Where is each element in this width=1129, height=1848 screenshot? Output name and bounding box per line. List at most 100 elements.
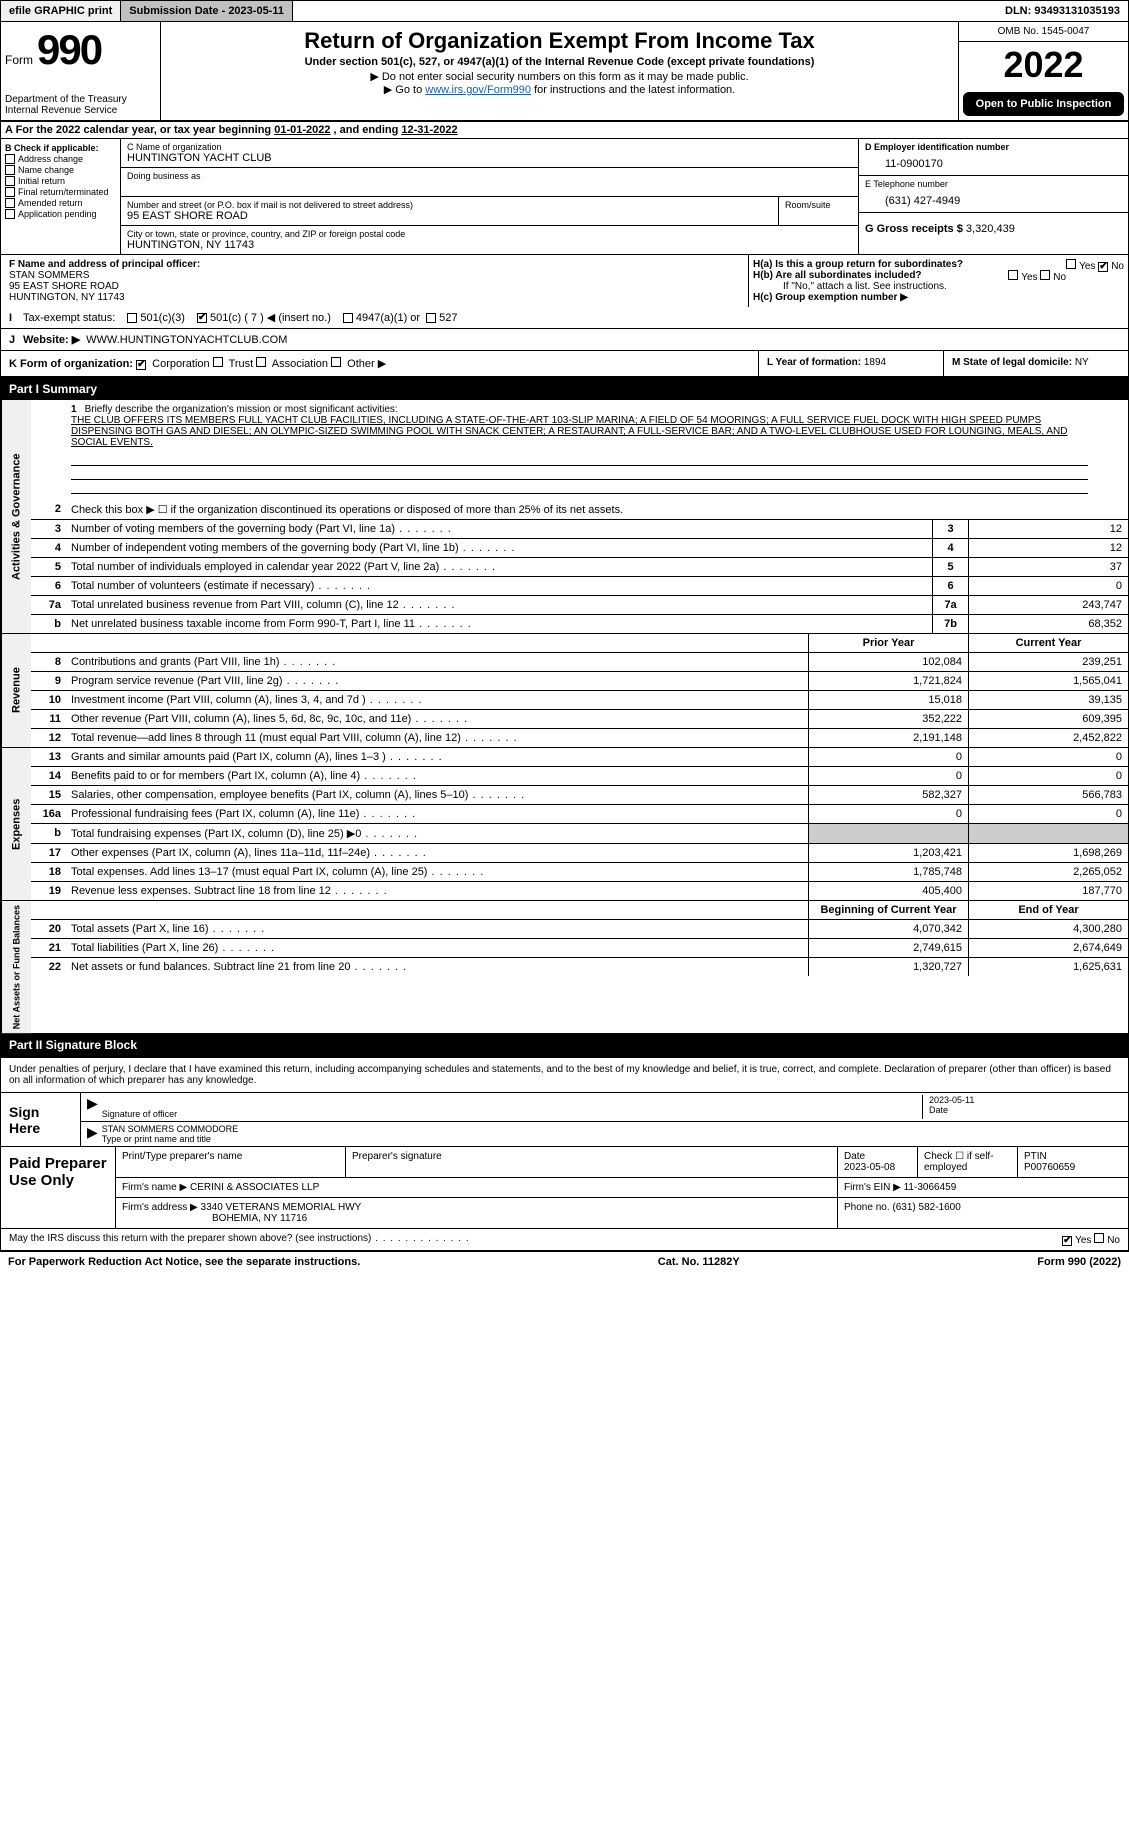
- org-city: HUNTINGTON, NY 11743: [127, 239, 852, 251]
- period-row: A For the 2022 calendar year, or tax yea…: [0, 122, 1129, 139]
- line-11: 11 Other revenue (Part VIII, column (A),…: [31, 710, 1128, 729]
- line-9-prior: 1,721,824: [808, 672, 968, 690]
- firm-ein: 11-3066459: [904, 1182, 957, 1193]
- firm-addr1: 3340 VETERANS MEMORIAL HWY: [201, 1202, 362, 1213]
- line-20-current: 4,300,280: [968, 920, 1128, 938]
- ein-value: 11-0900170: [865, 152, 1122, 172]
- revenue-block: Revenue Prior Year Current Year 8 Contri…: [0, 633, 1129, 747]
- line-22: 22 Net assets or fund balances. Subtract…: [31, 958, 1128, 976]
- year-formation: 1894: [864, 357, 886, 368]
- line-12: 12 Total revenue—add lines 8 through 11 …: [31, 729, 1128, 747]
- line-22-prior: 1,320,727: [808, 958, 968, 976]
- line-9: 9 Program service revenue (Part VIII, li…: [31, 672, 1128, 691]
- efile-label: efile GRAPHIC print: [1, 1, 121, 21]
- line-6: 6 Total number of volunteers (estimate i…: [31, 577, 1128, 596]
- checkbox-501c[interactable]: [197, 313, 207, 323]
- line-9-current: 1,565,041: [968, 672, 1128, 690]
- line-18: 18 Total expenses. Add lines 13–17 (must…: [31, 863, 1128, 882]
- irs-link[interactable]: www.irs.gov/Form990: [425, 84, 531, 96]
- line-13: 13 Grants and similar amounts paid (Part…: [31, 748, 1128, 767]
- line-18-prior: 1,785,748: [808, 863, 968, 881]
- open-inspection-badge: Open to Public Inspection: [963, 92, 1124, 116]
- ptin-value: P00760659: [1024, 1162, 1075, 1173]
- checkbox-address-change[interactable]: [5, 154, 15, 164]
- form-number: 990: [37, 26, 101, 74]
- col-prior-year: Prior Year: [808, 634, 968, 652]
- line-2: 2 Check this box ▶ ☐ if the organization…: [31, 500, 1128, 520]
- preparer-block: Paid Preparer Use Only Print/Type prepar…: [1, 1146, 1128, 1228]
- org-address: 95 EAST SHORE ROAD: [127, 210, 772, 222]
- checkbox-501c3[interactable]: [127, 313, 137, 323]
- irs-label: Internal Revenue Service: [5, 105, 156, 116]
- line-20: 20 Total assets (Part X, line 16) 4,070,…: [31, 920, 1128, 939]
- form-note-link: ▶ Go to www.irs.gov/Form990 for instruct…: [167, 83, 952, 96]
- line-12-current: 2,452,822: [968, 729, 1128, 747]
- line-10: 10 Investment income (Part VIII, column …: [31, 691, 1128, 710]
- line-b-value: 68,352: [968, 615, 1128, 633]
- checkbox-corp[interactable]: [136, 360, 146, 370]
- tax-status-row: I Tax-exempt status: 501(c)(3) 501(c) ( …: [0, 307, 1129, 329]
- line-4: 4 Number of independent voting members o…: [31, 539, 1128, 558]
- line-7a-value: 243,747: [968, 596, 1128, 614]
- submission-date-button[interactable]: Submission Date - 2023-05-11: [121, 1, 293, 21]
- line-17-current: 1,698,269: [968, 844, 1128, 862]
- side-label-revenue: Revenue: [1, 634, 31, 747]
- checkbox-name-change[interactable]: [5, 165, 15, 175]
- checkbox-amended[interactable]: [5, 198, 15, 208]
- checkbox-application-pending[interactable]: [5, 209, 15, 219]
- checkbox-hb-no[interactable]: [1040, 270, 1050, 280]
- line-8: 8 Contributions and grants (Part VIII, l…: [31, 653, 1128, 672]
- line-10-current: 39,135: [968, 691, 1128, 709]
- checkbox-ha-no[interactable]: [1098, 262, 1108, 272]
- prep-date: 2023-05-08: [844, 1162, 895, 1173]
- line-19: 19 Revenue less expenses. Subtract line …: [31, 882, 1128, 900]
- line-19-current: 187,770: [968, 882, 1128, 900]
- col-end-year: End of Year: [968, 901, 1128, 919]
- line-17: 17 Other expenses (Part IX, column (A), …: [31, 844, 1128, 863]
- checkbox-assoc[interactable]: [256, 357, 266, 367]
- period-end: 12-31-2022: [401, 124, 457, 136]
- checkbox-ha-yes[interactable]: [1066, 259, 1076, 269]
- firm-phone: (631) 582-1600: [892, 1202, 960, 1213]
- checkbox-527[interactable]: [426, 313, 436, 323]
- col-begin-year: Beginning of Current Year: [808, 901, 968, 919]
- side-label-net: Net Assets or Fund Balances: [1, 901, 31, 1033]
- form-note-ssn: ▶ Do not enter social security numbers o…: [167, 70, 952, 83]
- line-6-value: 0: [968, 577, 1128, 595]
- line-8-current: 239,251: [968, 653, 1128, 671]
- checkbox-hb-yes[interactable]: [1008, 270, 1018, 280]
- state-domicile: NY: [1075, 357, 1089, 368]
- checkbox-other[interactable]: [331, 357, 341, 367]
- line-5: 5 Total number of individuals employed i…: [31, 558, 1128, 577]
- checkbox-4947[interactable]: [343, 313, 353, 323]
- line-14-current: 0: [968, 767, 1128, 785]
- checkbox-final-return[interactable]: [5, 187, 15, 197]
- checkbox-discuss-yes[interactable]: [1062, 1236, 1072, 1246]
- gross-receipts: 3,320,439: [966, 223, 1015, 235]
- form-word: Form: [5, 53, 33, 67]
- line-19-prior: 405,400: [808, 882, 968, 900]
- identification-block: B Check if applicable: Address change Na…: [0, 139, 1129, 254]
- line-3-value: 12: [968, 520, 1128, 538]
- checkbox-initial-return[interactable]: [5, 176, 15, 186]
- dept-label: Department of the Treasury: [5, 94, 156, 105]
- officer-typed: STAN SOMMERS COMMODORE: [102, 1124, 238, 1134]
- checkbox-trust[interactable]: [213, 357, 223, 367]
- line-11-prior: 352,222: [808, 710, 968, 728]
- governance-block: Activities & Governance 1Briefly describ…: [0, 400, 1129, 633]
- line-b-current: [968, 824, 1128, 843]
- line-7a: 7a Total unrelated business revenue from…: [31, 596, 1128, 615]
- officer-name: STAN SOMMERS: [9, 270, 89, 281]
- website-row: J Website: ▶ WWW.HUNTINGTONYACHTCLUB.COM: [0, 329, 1129, 351]
- period-begin: 01-01-2022: [274, 124, 330, 136]
- line-13-prior: 0: [808, 748, 968, 766]
- line-b: b Total fundraising expenses (Part IX, c…: [31, 824, 1128, 844]
- checkbox-discuss-no[interactable]: [1094, 1233, 1104, 1243]
- omb-number: OMB No. 1545-0047: [959, 22, 1128, 42]
- side-label-governance: Activities & Governance: [1, 400, 31, 633]
- k-org-row: K Form of organization: Corporation Trus…: [0, 351, 1129, 378]
- line-21-prior: 2,749,615: [808, 939, 968, 957]
- line-16a-prior: 0: [808, 805, 968, 823]
- net-assets-block: Net Assets or Fund Balances Beginning of…: [0, 900, 1129, 1034]
- org-name: HUNTINGTON YACHT CLUB: [127, 152, 852, 164]
